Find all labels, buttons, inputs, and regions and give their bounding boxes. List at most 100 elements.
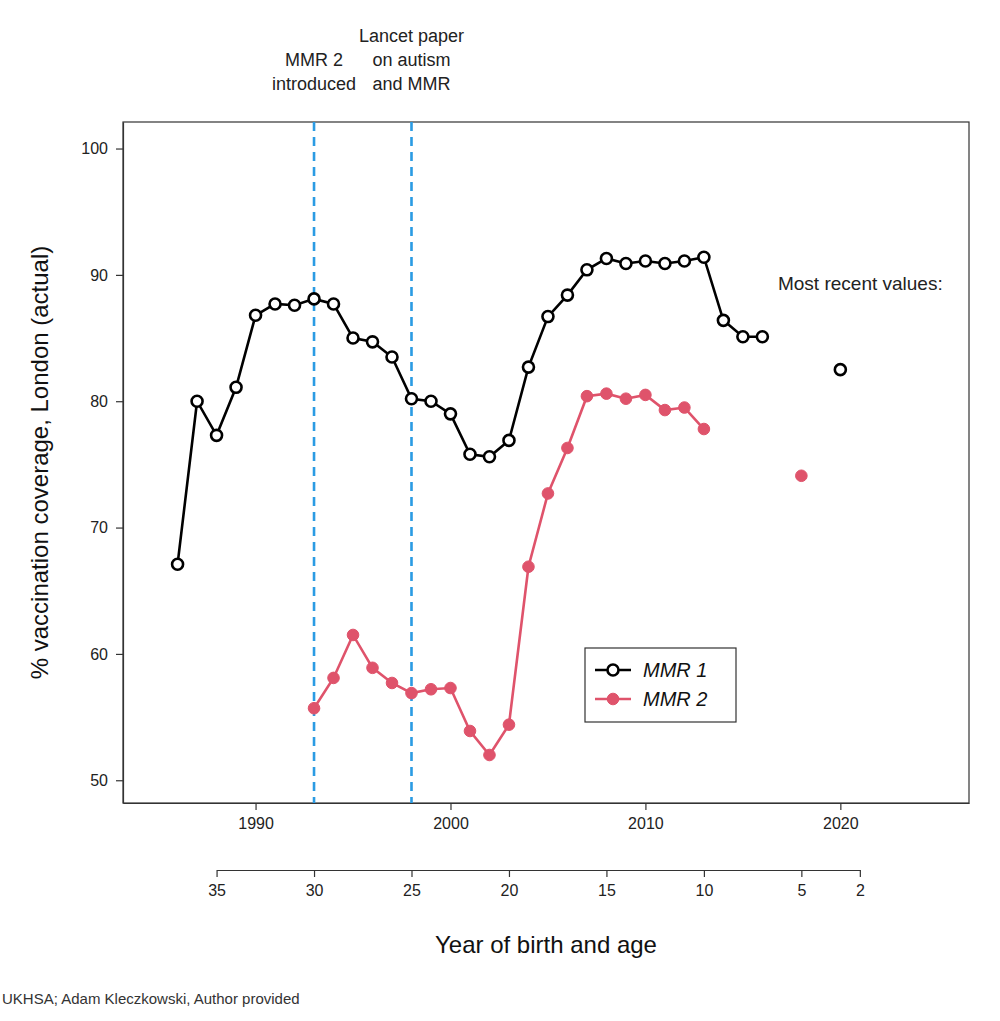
data-point xyxy=(757,331,768,342)
tick-mark xyxy=(801,870,802,877)
tick-label: 80 xyxy=(90,393,108,410)
legend-marker xyxy=(608,665,619,676)
series-line xyxy=(178,257,841,564)
data-point xyxy=(425,396,436,407)
data-point xyxy=(620,393,632,405)
data-point xyxy=(328,298,339,309)
tick-label: 5 xyxy=(797,882,806,899)
source: UKHSA; Adam Kleczkowski, Author provided xyxy=(2,990,300,1007)
tick-label: 2 xyxy=(856,882,865,899)
data-point xyxy=(601,253,612,264)
tick: 100 xyxy=(81,140,123,157)
tick-mark xyxy=(411,870,412,877)
data-point xyxy=(601,388,613,400)
data-point xyxy=(172,559,183,570)
legend: MMR 1 MMR 2 xyxy=(585,648,736,722)
annotation: and MMR xyxy=(372,74,450,94)
data-point xyxy=(387,352,398,363)
tick: 1990 xyxy=(238,803,274,832)
tick-label: 20 xyxy=(501,882,519,899)
data-point xyxy=(464,725,476,737)
tick: 20 xyxy=(501,870,519,899)
data-point xyxy=(308,702,320,714)
data-point xyxy=(659,404,671,416)
tick: 10 xyxy=(695,870,713,899)
data-point xyxy=(445,682,457,694)
tick: 35 xyxy=(208,870,226,899)
data-point xyxy=(347,629,359,641)
tick-mark xyxy=(116,275,123,276)
data-point xyxy=(698,423,710,435)
tick-label: 35 xyxy=(208,882,226,899)
data-point xyxy=(503,719,515,731)
tick-label: 2000 xyxy=(433,815,469,832)
tick-mark xyxy=(255,803,256,810)
tick: 2000 xyxy=(433,803,469,832)
marks xyxy=(172,122,846,803)
data-point xyxy=(484,451,495,462)
data-point xyxy=(309,293,320,304)
annotation: Lancet paper xyxy=(359,26,464,46)
tick-label: 60 xyxy=(90,646,108,663)
tick-mark xyxy=(116,527,123,528)
data-point xyxy=(328,672,340,684)
data-point xyxy=(211,430,222,441)
data-point xyxy=(270,298,281,309)
data-point xyxy=(523,561,535,573)
tick: 30 xyxy=(306,870,324,899)
data-point xyxy=(542,488,554,500)
tick-mark xyxy=(450,803,451,810)
data-point xyxy=(562,442,574,454)
tick-mark xyxy=(860,870,861,877)
annotation: introduced xyxy=(272,74,356,94)
data-point xyxy=(581,264,592,275)
data-point xyxy=(367,662,379,674)
tick-label: 30 xyxy=(306,882,324,899)
data-point xyxy=(659,258,670,269)
data-point xyxy=(640,255,651,266)
event-line xyxy=(313,122,316,803)
legend-marker xyxy=(607,693,619,705)
data-point xyxy=(581,390,593,402)
tick-mark xyxy=(704,870,705,877)
data-point xyxy=(250,310,261,321)
event-line xyxy=(410,122,413,803)
tick-mark xyxy=(606,870,607,877)
data-point xyxy=(406,393,417,404)
tick-label: 2010 xyxy=(628,815,664,832)
axis-line xyxy=(124,803,970,804)
legend-label: MMR 1 xyxy=(643,659,707,681)
data-point xyxy=(737,331,748,342)
data-point xyxy=(192,396,203,407)
tick: 2010 xyxy=(628,803,664,832)
plot: 1990200020102020506070809010035302520151… xyxy=(81,26,969,899)
data-point xyxy=(348,333,359,344)
data-point xyxy=(406,687,418,699)
tick: 5 xyxy=(797,870,806,899)
data-point xyxy=(679,255,690,266)
tick: 80 xyxy=(90,393,123,410)
tick-mark xyxy=(216,870,217,877)
tick-mark xyxy=(840,803,841,810)
data-point xyxy=(425,683,437,695)
tick-mark xyxy=(314,870,315,877)
tick-mark xyxy=(116,148,123,149)
data-point xyxy=(542,311,553,322)
data-point xyxy=(640,389,652,401)
tick: 60 xyxy=(90,646,123,663)
data-point xyxy=(835,364,846,375)
tick-mark xyxy=(116,401,123,402)
legend-item: MMR 1 xyxy=(595,659,707,681)
data-point xyxy=(679,402,691,414)
data-point xyxy=(718,315,729,326)
tick-mark xyxy=(116,780,123,781)
annotation: MMR 2 xyxy=(285,50,343,70)
legend-label: MMR 2 xyxy=(643,688,707,710)
y-axis-title: % vaccination coverage, London (actual) xyxy=(26,246,53,680)
tick-label: 10 xyxy=(695,882,713,899)
chart: 1990200020102020506070809010035302520151… xyxy=(0,0,1000,1021)
series-line xyxy=(314,394,801,755)
data-point xyxy=(367,336,378,347)
tick: 2020 xyxy=(823,803,859,832)
tick: 70 xyxy=(90,519,123,536)
